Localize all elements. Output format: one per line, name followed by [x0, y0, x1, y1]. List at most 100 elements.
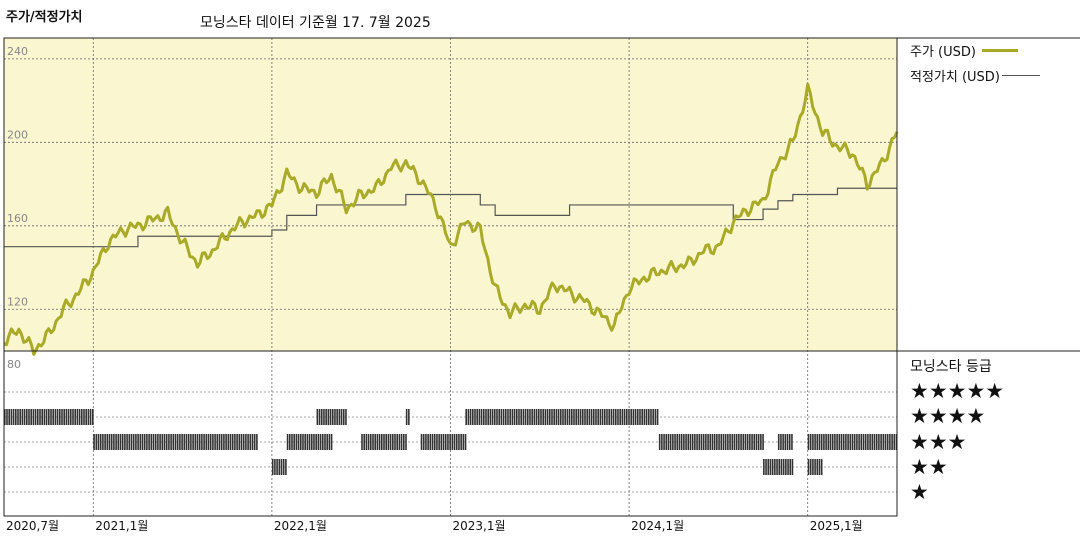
rating-bar-tick — [70, 409, 72, 425]
rating-bar-tick — [707, 434, 709, 450]
rating-bar-tick — [869, 434, 871, 450]
rating-bar-tick — [276, 459, 278, 475]
rating-bar-tick — [32, 409, 35, 425]
rating-bar-tick — [588, 409, 591, 425]
rating-bar-tick — [321, 434, 324, 450]
rating-bar-tick — [251, 434, 254, 450]
rating-bar-tick — [617, 409, 619, 425]
rating-bar-tick — [216, 434, 219, 450]
x-tick-label: 2023,1월 — [453, 519, 506, 533]
rating-bar-tick — [52, 409, 54, 425]
fair-value-series-line — [4, 187, 897, 248]
rating-bar-tick — [146, 434, 148, 450]
legend-price-swatch — [981, 49, 1018, 52]
rating-bar-tick — [658, 434, 661, 450]
rating-bar-tick — [827, 434, 830, 450]
rating-bar-tick — [95, 434, 98, 450]
rating-bar-tick — [858, 434, 860, 450]
rating-bar-tick — [56, 409, 59, 425]
rating-bar-tick — [623, 409, 626, 425]
rating-bar-tick — [820, 459, 823, 475]
rating-bar-tick — [548, 409, 551, 425]
rating-bar-tick — [562, 409, 564, 425]
rating-bar-tick — [529, 409, 531, 425]
rating-bar-tick — [327, 409, 330, 425]
rating-bar-tick — [606, 409, 608, 425]
x-tick-label: 2024,1월 — [631, 519, 684, 533]
rating-bar-tick — [387, 434, 390, 450]
rating-bar-tick — [630, 409, 632, 425]
rating-bar-tick — [306, 434, 309, 450]
rating-bar-tick — [643, 409, 646, 425]
rating-bar-tick — [873, 434, 876, 450]
rating-bar-tick — [791, 459, 794, 475]
rating-bar-tick — [784, 434, 787, 450]
rating-bar-tick — [845, 434, 847, 450]
rating-bar-tick — [823, 434, 825, 450]
rating-bar-tick — [641, 409, 643, 425]
rating-bar-tick — [159, 434, 161, 450]
rating-bar-tick — [467, 409, 470, 425]
rating-bar-tick — [590, 409, 593, 425]
rating-bar-tick — [154, 434, 157, 450]
rating-bar-tick — [63, 409, 65, 425]
rating-bar-tick — [458, 434, 460, 450]
rating-bar-tick — [683, 434, 685, 450]
rating-bar-tick — [361, 434, 363, 450]
rating-bar-tick — [420, 434, 423, 450]
rating-bar-tick — [12, 409, 15, 425]
rating-bar-tick — [711, 434, 714, 450]
rating-bar-tick — [511, 409, 514, 425]
rating-bar-tick — [328, 434, 331, 450]
rating-bar-tick — [201, 434, 203, 450]
rating-bar-tick — [340, 409, 343, 425]
x-tick-label: 2022,1월 — [274, 519, 327, 533]
rating-bar-tick — [405, 434, 407, 450]
rating-bar-tick — [376, 434, 379, 450]
chart-subtitle: 모닝스타 데이터 기준월 17. 7월 2025 — [200, 15, 431, 31]
rating-5-stars: ★★★★★ — [910, 379, 1005, 403]
rating-bar-tick — [814, 459, 816, 475]
rating-bar-tick — [319, 434, 322, 450]
rating-bar-tick — [205, 434, 208, 450]
rating-bar-tick — [603, 409, 606, 425]
rating-bar-tick — [838, 434, 841, 450]
rating-bar-tick — [674, 434, 676, 450]
rating-bar-tick — [774, 459, 776, 475]
rating-bar-tick — [126, 434, 128, 450]
rating-bar-tick — [733, 434, 736, 450]
rating-bar-tick — [882, 434, 885, 450]
rating-bar-tick — [860, 434, 863, 450]
rating-bar-tick — [789, 459, 792, 475]
rating-bar-tick — [513, 409, 516, 425]
rating-bar-tick — [610, 409, 613, 425]
rating-bar-tick — [820, 434, 823, 450]
rating-bar-tick — [113, 434, 115, 450]
rating-bar-tick — [716, 434, 718, 450]
rating-bar-tick — [592, 409, 595, 425]
x-tick-label: 2025,1월 — [810, 519, 863, 533]
rating-bar-tick — [621, 409, 624, 425]
rating-bar-tick — [636, 409, 639, 425]
rating-bar-tick — [460, 434, 462, 450]
rating-bar-tick — [729, 434, 731, 450]
rating-bar-tick — [760, 434, 762, 450]
rating-bar-tick — [422, 434, 425, 450]
rating-bar-tick — [685, 434, 687, 450]
rating-bar-tick — [608, 409, 610, 425]
rating-bar-tick — [738, 434, 740, 450]
rating-bar-tick — [462, 434, 465, 450]
rating-bar-tick — [601, 409, 604, 425]
rating-bar-tick — [323, 409, 325, 425]
rating-bar-tick — [834, 434, 836, 450]
rating-bar-tick — [515, 409, 518, 425]
rating-bar-tick — [698, 434, 701, 450]
rating-bar-tick — [665, 434, 668, 450]
rating-bar-tick — [76, 409, 79, 425]
price-series-line — [3, 82, 899, 356]
rating-bar-tick — [249, 434, 252, 450]
rating-bar-tick — [584, 409, 586, 425]
rating-bar-tick — [632, 409, 635, 425]
rating-bar-tick — [72, 409, 74, 425]
rating-bar-tick — [187, 434, 190, 450]
